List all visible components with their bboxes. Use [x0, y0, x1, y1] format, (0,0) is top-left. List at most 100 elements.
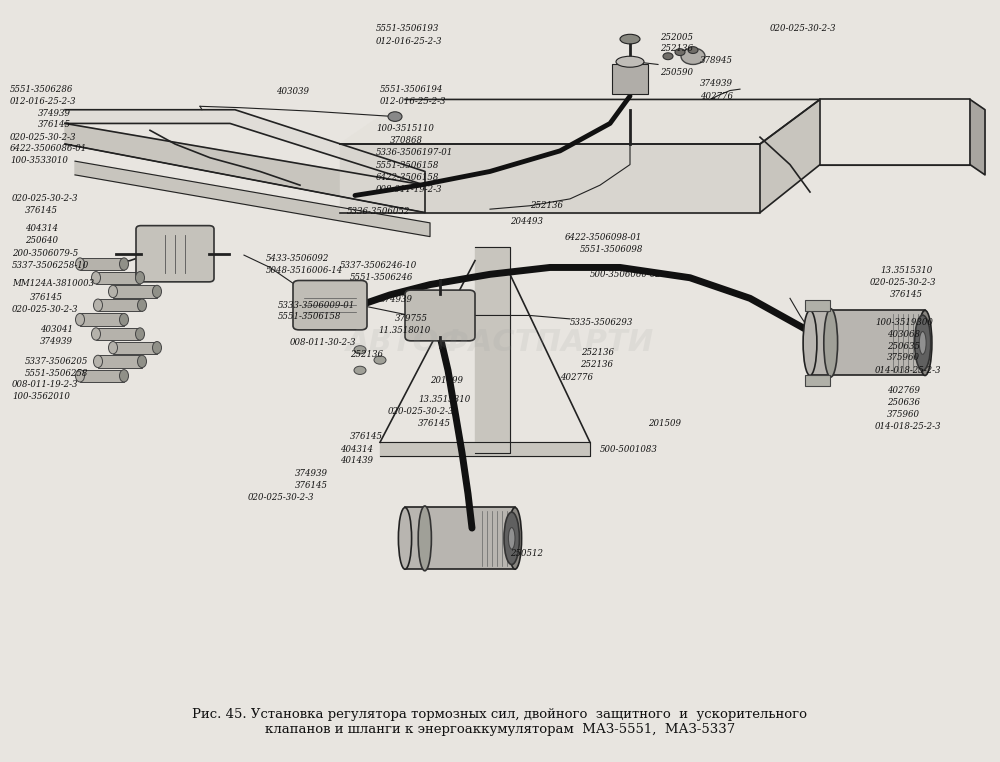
Text: 252136: 252136	[581, 348, 614, 357]
Ellipse shape	[918, 310, 932, 376]
Ellipse shape	[135, 271, 144, 284]
Ellipse shape	[915, 315, 931, 370]
Text: 374939: 374939	[40, 337, 73, 346]
Text: 404314: 404314	[25, 224, 58, 233]
Text: 376145: 376145	[418, 419, 451, 428]
Ellipse shape	[398, 507, 412, 569]
FancyBboxPatch shape	[136, 226, 214, 282]
Bar	[98, 355, 142, 367]
Text: 403041: 403041	[40, 325, 73, 335]
Ellipse shape	[94, 355, 103, 367]
FancyBboxPatch shape	[293, 280, 367, 330]
Text: 252136: 252136	[350, 350, 383, 359]
Text: 020-025-30-2-3: 020-025-30-2-3	[12, 194, 78, 203]
Ellipse shape	[152, 341, 162, 354]
Text: 5337-3506258-10: 5337-3506258-10	[12, 261, 89, 270]
Bar	[810, 310, 925, 376]
Polygon shape	[475, 247, 510, 453]
Text: 5336-3506197-01: 5336-3506197-01	[376, 148, 453, 157]
Text: 378945: 378945	[700, 56, 733, 65]
Text: 6422-3506158: 6422-3506158	[376, 173, 439, 182]
Text: 375960: 375960	[887, 354, 920, 363]
Circle shape	[354, 367, 366, 374]
Ellipse shape	[120, 258, 128, 271]
Ellipse shape	[824, 309, 838, 377]
Text: 6422-3506086-01: 6422-3506086-01	[10, 144, 87, 153]
Bar	[96, 328, 140, 340]
Text: 5551-3506158: 5551-3506158	[376, 162, 439, 171]
Bar	[80, 313, 124, 326]
Ellipse shape	[92, 271, 100, 284]
Ellipse shape	[418, 506, 431, 571]
Circle shape	[374, 356, 386, 364]
Polygon shape	[380, 442, 590, 456]
Bar	[805, 375, 830, 386]
Bar	[80, 258, 124, 271]
Polygon shape	[340, 144, 760, 213]
Text: 252136: 252136	[530, 201, 563, 210]
Ellipse shape	[109, 285, 118, 298]
Text: 020-025-30-2-3: 020-025-30-2-3	[770, 24, 836, 34]
Circle shape	[388, 112, 402, 121]
Text: 250636: 250636	[887, 398, 920, 407]
Text: 403068: 403068	[887, 330, 920, 339]
Text: 375960: 375960	[887, 410, 920, 419]
Polygon shape	[760, 100, 820, 213]
Text: 012-016-25-2-3: 012-016-25-2-3	[380, 97, 446, 106]
Text: Рис. 45. Установка регулятора тормозных сил, двойного  защитного  и  ускорительн: Рис. 45. Установка регулятора тормозных …	[192, 708, 808, 722]
Text: 5551-3506258: 5551-3506258	[25, 369, 88, 378]
Polygon shape	[970, 100, 985, 175]
Text: 5551-3506246: 5551-3506246	[350, 273, 413, 282]
Text: 376145: 376145	[295, 481, 328, 490]
Text: 5551-3506098: 5551-3506098	[580, 245, 643, 255]
Text: 5337-3506246-10: 5337-3506246-10	[340, 261, 417, 270]
Text: 376145: 376145	[38, 120, 71, 130]
Text: 020-025-30-2-3: 020-025-30-2-3	[870, 278, 936, 287]
Polygon shape	[340, 100, 820, 144]
Text: 5433-3506092: 5433-3506092	[266, 254, 329, 263]
Circle shape	[354, 346, 366, 354]
Ellipse shape	[508, 527, 515, 549]
Text: 374939: 374939	[380, 295, 413, 304]
Text: 404314: 404314	[340, 445, 373, 453]
Ellipse shape	[75, 258, 84, 271]
Polygon shape	[65, 110, 425, 185]
Text: 401439: 401439	[340, 456, 373, 466]
Text: 5333-3506009-01: 5333-3506009-01	[278, 301, 355, 309]
Text: 201509: 201509	[648, 418, 681, 427]
Text: 374939: 374939	[700, 79, 733, 88]
Text: 376145: 376145	[890, 290, 923, 299]
FancyBboxPatch shape	[405, 290, 475, 341]
Text: 379755: 379755	[395, 314, 428, 323]
Text: 6422-3506098-01: 6422-3506098-01	[565, 233, 642, 242]
Ellipse shape	[94, 299, 103, 312]
Text: 5337-3506205: 5337-3506205	[25, 357, 88, 366]
Ellipse shape	[138, 355, 146, 367]
Ellipse shape	[508, 507, 522, 569]
Ellipse shape	[616, 56, 644, 67]
Text: 5551-3506194: 5551-3506194	[380, 85, 443, 94]
Bar	[80, 370, 124, 382]
Ellipse shape	[92, 328, 100, 340]
Text: 5336-3506052: 5336-3506052	[347, 207, 410, 216]
Circle shape	[663, 53, 673, 59]
Text: 252005: 252005	[660, 33, 693, 42]
Text: 252136: 252136	[580, 360, 613, 370]
Text: 5335-3506293: 5335-3506293	[570, 318, 633, 327]
Ellipse shape	[919, 331, 926, 354]
Text: 376145: 376145	[350, 432, 383, 441]
Text: 402776: 402776	[560, 373, 593, 382]
Ellipse shape	[620, 34, 640, 44]
Text: 252136: 252136	[660, 44, 693, 53]
Text: 100-3515110: 100-3515110	[376, 124, 434, 133]
Text: 204493: 204493	[510, 217, 543, 226]
Text: 5551-3506286: 5551-3506286	[10, 85, 73, 94]
Text: 402769: 402769	[887, 386, 920, 395]
Text: клапанов и шланги к энергоаккумуляторам  МАЗ-5551,  МАЗ-5337: клапанов и шланги к энергоаккумуляторам …	[265, 723, 735, 737]
Bar	[113, 341, 157, 354]
Text: 5551-3506158: 5551-3506158	[278, 312, 341, 322]
Text: ММ124А-3810003: ММ124А-3810003	[12, 279, 94, 288]
Text: 250512: 250512	[510, 549, 543, 558]
Text: 100-3533010: 100-3533010	[10, 156, 68, 165]
Polygon shape	[820, 100, 970, 165]
